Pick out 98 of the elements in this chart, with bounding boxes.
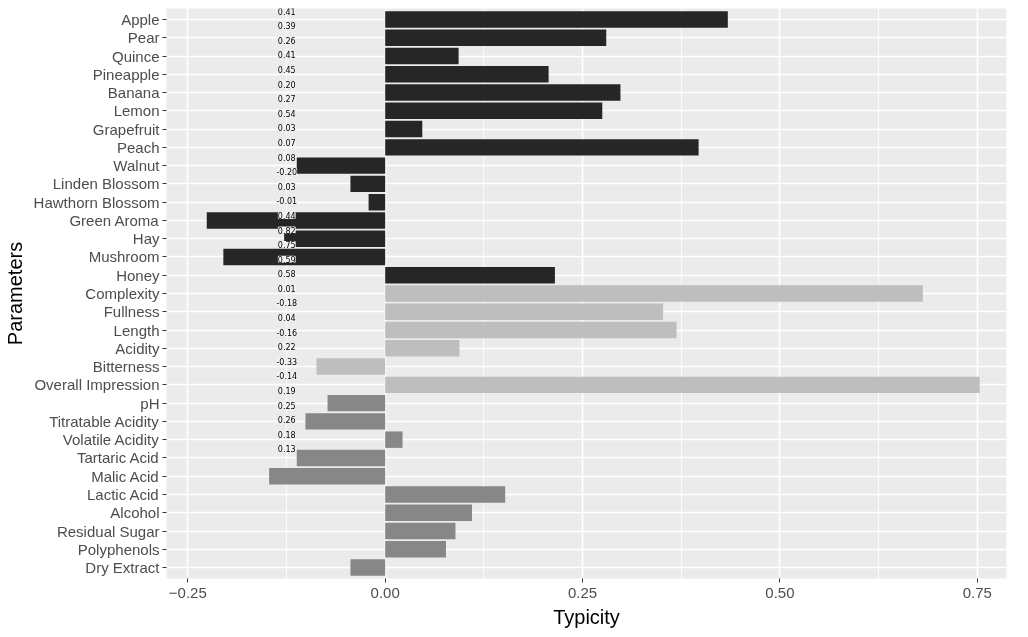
annotation: 0.20 <box>277 80 296 90</box>
y-tick-label: Alcohol <box>110 504 160 522</box>
y-tick-label: Walnut <box>113 157 161 175</box>
bar <box>269 467 386 485</box>
y-tick-label: Acidity <box>115 339 160 357</box>
y-tick-label: Complexity <box>85 285 160 302</box>
bar <box>350 175 386 193</box>
y-tick-label: Bitterness <box>92 358 160 376</box>
annotation: -0.01 <box>276 197 298 207</box>
bar <box>385 66 549 83</box>
bar <box>385 47 459 65</box>
annotation: 0.22 <box>277 343 296 353</box>
annotation: 0.18 <box>277 430 296 440</box>
bar <box>385 267 555 284</box>
bar <box>385 285 923 302</box>
bar <box>327 394 386 412</box>
annotation: -0.33 <box>276 357 298 367</box>
x-tick-label: 0.25 <box>567 583 598 601</box>
annotation: 0.26 <box>277 36 296 46</box>
annotation: 0.39 <box>277 22 296 32</box>
annotation: -0.20 <box>276 168 298 178</box>
annotation: 0.19 <box>277 386 296 396</box>
bar <box>385 522 456 540</box>
y-tick-label: Volatile Acidity <box>62 431 160 449</box>
y-tick-label: Lemon <box>113 102 160 120</box>
bar <box>385 376 980 394</box>
bar <box>385 431 403 448</box>
annotation: 0.07 <box>277 139 296 148</box>
annotation: 0.54 <box>277 109 296 119</box>
y-tick-label: Pineapple <box>92 65 160 83</box>
bar <box>350 559 386 576</box>
annotation: 0.45 <box>277 66 296 76</box>
bar <box>385 29 607 46</box>
annotation: 0.03 <box>277 124 296 134</box>
bar <box>296 157 386 174</box>
bar <box>316 358 386 375</box>
bar <box>385 340 460 357</box>
y-tick-label: Mushroom <box>88 248 160 266</box>
y-tick-label: Lactic Acid <box>86 485 159 503</box>
y-tick-label: pH <box>140 394 160 412</box>
y-tick-label: Peach <box>116 138 160 156</box>
bar <box>385 11 728 28</box>
y-tick-label: Polyphenols <box>77 540 160 558</box>
annotation: 0.44 <box>277 211 296 221</box>
y-tick-label: Hay <box>132 230 160 248</box>
x-tick-label: 0.75 <box>962 583 992 601</box>
annotation: 0.08 <box>277 153 296 163</box>
y-axis-title: Parameters <box>3 241 26 346</box>
y-tick-label: Green Aroma <box>69 211 160 229</box>
bar <box>385 139 699 156</box>
y-tick-label: Quince <box>111 47 160 65</box>
bar <box>385 486 506 503</box>
annotation: 0.41 <box>277 7 296 17</box>
annotation: 0.26 <box>277 416 296 426</box>
y-tick-label: Hawthorn Blossom <box>33 193 160 211</box>
x-axis-title: Typicity <box>553 605 620 628</box>
annotation: -0.18 <box>276 299 298 309</box>
annotation: 0.75 <box>277 241 296 251</box>
annotation: 0.13 <box>277 445 296 455</box>
annotation: 0.58 <box>277 270 296 280</box>
bar <box>223 248 386 266</box>
bar <box>385 321 677 339</box>
y-tick-label: Overall Impression <box>34 376 160 394</box>
bar <box>368 193 386 211</box>
annotation: 0.03 <box>277 182 296 192</box>
annotation: 0.82 <box>277 226 296 236</box>
y-tick-label: Apple <box>121 10 160 28</box>
x-tick-label: −0.25 <box>168 583 207 601</box>
annotation: -0.14 <box>276 372 298 382</box>
y-tick-label: Grapefruit <box>92 120 161 138</box>
y-tick-label: Tartaric Acid <box>76 449 159 467</box>
annotation: 0.59 <box>277 255 296 265</box>
y-tick-label: Honey <box>116 266 160 284</box>
y-tick-label: Malic Acid <box>91 467 159 485</box>
x-tick-label: 0.50 <box>765 583 795 601</box>
bar <box>385 120 423 138</box>
y-tick-label: Pear <box>127 29 160 47</box>
annotation: 0.01 <box>277 284 296 294</box>
annotation: 0.04 <box>277 314 296 324</box>
y-tick-label: Titratable Acidity <box>49 412 160 430</box>
bar <box>385 504 473 521</box>
x-tick-label: 0.00 <box>370 583 400 601</box>
bar <box>385 102 603 120</box>
annotation: 0.41 <box>277 51 296 61</box>
y-tick-label: Banana <box>107 84 161 102</box>
annotation: 0.27 <box>277 95 296 105</box>
y-tick-label: Dry Extract <box>85 559 161 577</box>
y-tick-label: Residual Sugar <box>56 522 160 540</box>
annotation: -0.16 <box>276 328 298 338</box>
bar <box>385 84 621 101</box>
bar <box>296 449 386 467</box>
bar <box>385 541 446 558</box>
bar <box>305 413 386 430</box>
bar <box>385 303 664 320</box>
y-tick-label: Linden Blossom <box>52 175 160 193</box>
annotation: 0.25 <box>277 401 296 411</box>
y-tick-label: Length <box>113 321 160 339</box>
y-tick-label: Fullness <box>103 303 160 321</box>
